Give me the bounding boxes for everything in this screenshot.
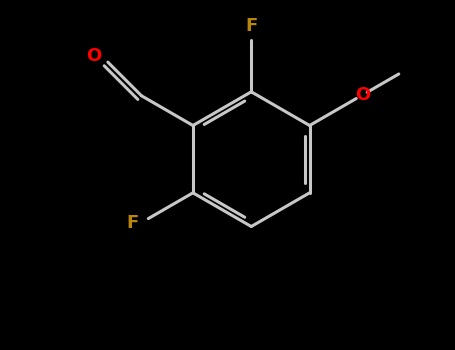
Text: F: F bbox=[126, 214, 139, 232]
Text: F: F bbox=[245, 17, 258, 35]
Text: O: O bbox=[355, 86, 370, 104]
Text: O: O bbox=[86, 47, 101, 65]
